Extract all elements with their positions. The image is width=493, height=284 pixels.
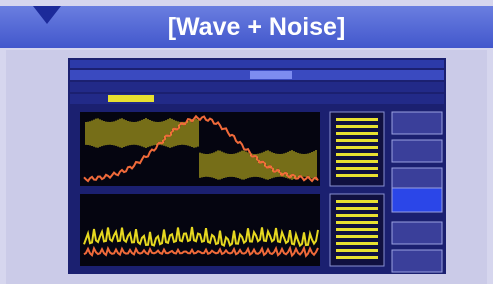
side-button [392, 140, 442, 162]
side-button [392, 188, 442, 212]
table-row [336, 256, 378, 259]
table-row [336, 228, 378, 231]
table-row [336, 242, 378, 245]
side-button [392, 168, 442, 190]
indicator [108, 95, 154, 102]
table-row [336, 167, 378, 170]
table-row [336, 118, 378, 121]
table-row [336, 200, 378, 203]
table-row [336, 235, 378, 238]
table-row [336, 160, 378, 163]
menu-triangle [33, 6, 61, 24]
table-row [336, 132, 378, 135]
table-row [336, 139, 378, 142]
side-button [392, 250, 442, 272]
table-row [336, 249, 378, 252]
table-row [336, 207, 378, 210]
active-tab [250, 71, 292, 79]
page: [Wave + Noise] [0, 0, 493, 284]
table-row [336, 125, 378, 128]
table-row [336, 153, 378, 156]
table-row [336, 174, 378, 177]
side-button [392, 222, 442, 244]
settings-row [70, 82, 444, 92]
status-bar [70, 60, 444, 68]
table-row [336, 221, 378, 224]
side-button [392, 112, 442, 134]
table-row [336, 146, 378, 149]
table-row [336, 214, 378, 217]
screenshot [0, 0, 493, 284]
